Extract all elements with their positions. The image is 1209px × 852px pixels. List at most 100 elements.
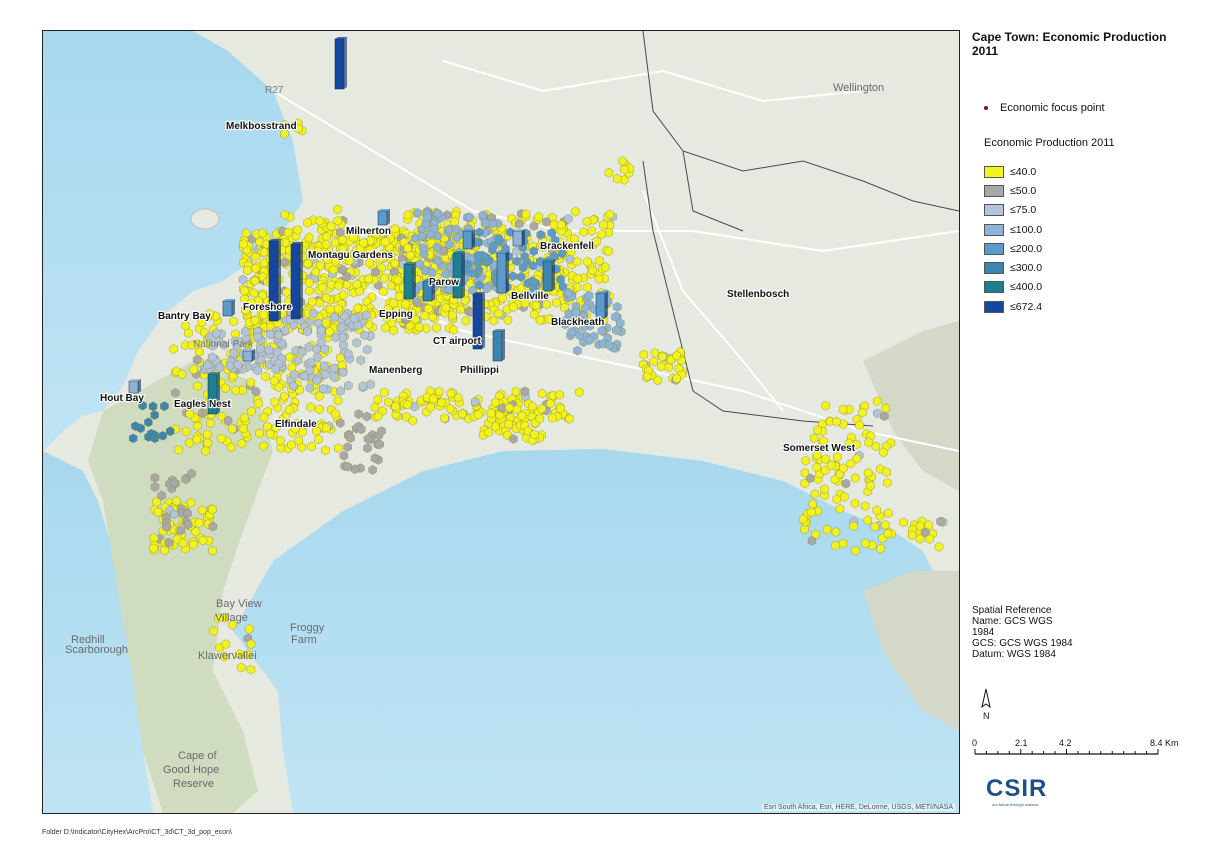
production-hex [861,538,870,549]
production-hex [241,326,250,337]
production-hex [423,212,432,223]
production-hex [571,206,580,217]
production-hex [176,525,186,536]
production-hex [820,490,829,501]
false-bay [233,449,959,813]
production-hex [153,507,163,518]
production-hex [321,239,331,250]
production-hex [344,348,353,359]
production-hex [321,369,330,380]
production-hex [403,399,412,410]
production-hex [653,375,662,386]
production-hex [475,227,484,238]
place-label: Hout Bay [100,393,144,404]
production-hex [858,407,867,418]
production-hex [315,404,324,415]
production-hex [672,350,681,361]
production-hex [330,312,339,323]
production-hex [315,391,324,402]
basemap-label: Bay View [216,598,262,610]
map-view[interactable]: Wellington Redhill Scarborough Bay View Vill… [42,30,960,814]
production-hex [611,311,620,322]
production-hex [840,491,849,502]
production-hex [319,383,328,394]
production-hex [338,235,347,245]
production-hex [403,243,412,254]
production-hex [219,651,229,662]
legend-class-row: ≤200.0 [984,239,1042,258]
legend-swatch [984,242,1004,255]
production-hex [229,316,238,327]
production-hex [243,265,252,276]
production-hex [311,267,320,277]
production-hex [489,241,498,251]
production-hex [833,452,842,462]
production-hex [440,278,449,288]
production-hex [915,534,925,544]
legend-class-row: ≤40.0 [984,162,1042,181]
production-hex [317,326,326,336]
production-hex [136,423,145,434]
production-hex [413,208,422,218]
production-hex [433,255,443,266]
production-hex [480,218,490,228]
place-label: Parow [429,277,459,288]
production-hex [303,258,313,269]
production-hex [138,400,147,411]
production-hex [810,433,819,444]
production-hex [293,225,302,235]
production-hex [672,373,681,384]
production-hex [550,235,560,246]
production-hex [255,237,265,247]
production-hex [280,128,289,139]
production-hex [185,437,195,448]
production-hex [381,236,390,247]
production-hex [198,408,207,418]
production-bar-top [543,259,555,261]
production-hex [819,436,828,446]
production-hex [585,335,594,346]
production-hex [649,356,658,367]
production-bar-side [462,251,465,298]
production-hex [441,269,450,279]
production-hex [350,464,360,475]
production-hex [221,639,231,650]
production-hex [368,465,377,475]
production-hex [353,320,362,331]
scale-label: 0 [972,738,977,748]
production-bar-side [138,379,141,393]
production-hex [331,408,340,419]
production-hex [344,380,353,391]
folder-path: Folder D:\Indicator\CityHex\ArcPro\CT_3d… [42,829,232,836]
production-hex [915,521,925,531]
production-hex [560,302,569,313]
production-bar-top [493,329,505,331]
production-hex [219,340,229,350]
production-hex [835,503,845,514]
production-hex [512,404,521,415]
production-hex [851,473,860,483]
production-hex [605,340,614,351]
production-hex [384,397,393,408]
production-hex [435,386,444,397]
production-hex [183,508,192,519]
production-hex [339,290,348,300]
legend-class-label: ≤200.0 [1010,242,1043,255]
production-bar-top [497,251,509,253]
production-hex [390,224,400,234]
production-hex [207,352,217,363]
production-hex [217,433,226,444]
production-hex [520,386,530,397]
production-hex [187,468,196,479]
production-hex [274,330,283,340]
legend-subtitle: Economic Production 2011 [984,137,1115,149]
production-hex [521,209,531,219]
hottentots-holland-mountains [863,571,959,731]
production-hex [357,424,366,435]
production-bar-top [453,251,465,253]
production-hex [812,462,821,473]
production-bar-top [513,229,525,231]
production-hex [872,505,881,516]
production-hex [433,208,442,219]
